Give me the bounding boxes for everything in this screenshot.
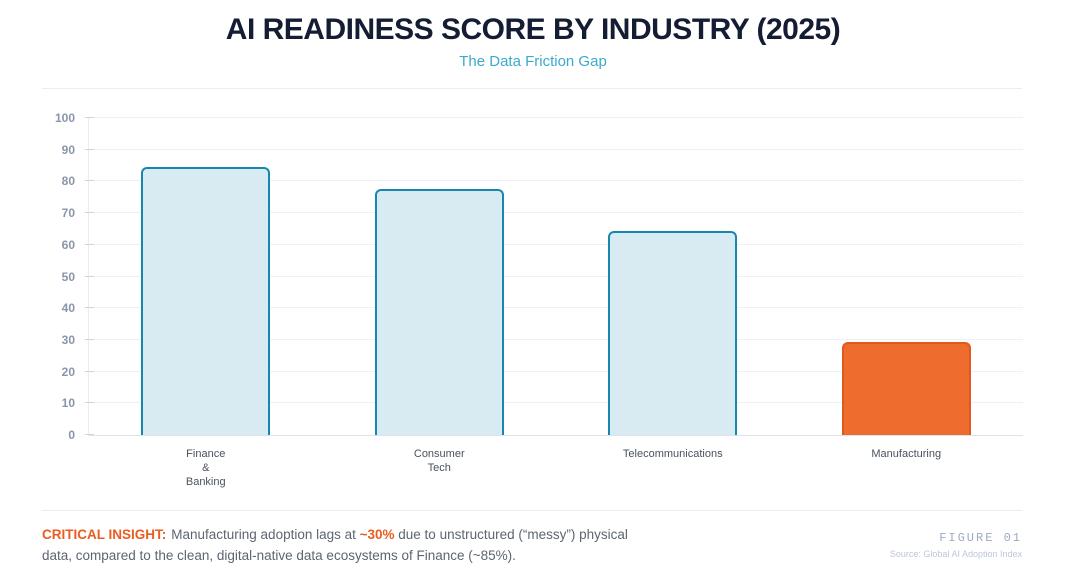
gridline-20 bbox=[89, 370, 1023, 372]
y-tick-label-90: 90 bbox=[61, 142, 75, 157]
gridline-40 bbox=[89, 307, 1023, 309]
gridline-80 bbox=[89, 180, 1023, 182]
bar-manufacturing bbox=[841, 341, 971, 435]
y-axis-tick-80 bbox=[85, 180, 94, 182]
gridline-100 bbox=[89, 117, 1023, 118]
y-tick-label-70: 70 bbox=[61, 206, 75, 221]
x-label-finance-banking: Finance & Banking bbox=[89, 447, 323, 489]
bar-finance-banking bbox=[141, 167, 271, 435]
y-tick-label-10: 10 bbox=[61, 396, 75, 411]
x-label-line: Banking bbox=[185, 476, 226, 488]
footer: CRITICAL INSIGHT: Manufacturing adoption … bbox=[42, 510, 1022, 566]
gridline-10 bbox=[89, 402, 1023, 404]
y-tick-label-40: 40 bbox=[61, 301, 75, 316]
x-label-line: Consumer bbox=[413, 448, 465, 460]
y-axis-tick-0 bbox=[85, 434, 94, 435]
y-axis-tick-70 bbox=[85, 212, 94, 214]
x-label-manufacturing: Manufacturing bbox=[790, 447, 1024, 461]
page-subtitle: The Data Friction Gap bbox=[459, 53, 607, 70]
y-axis-tick-90 bbox=[85, 148, 94, 150]
y-axis-tick-50 bbox=[85, 275, 94, 277]
header-divider bbox=[42, 88, 1022, 89]
y-tick-label-80: 80 bbox=[61, 174, 75, 189]
x-label-line: Tech bbox=[427, 462, 451, 474]
gridline-50 bbox=[89, 275, 1023, 277]
x-label-line: & bbox=[202, 462, 210, 474]
source-credit: Source: Global AI Adoption Index bbox=[889, 549, 1022, 559]
y-tick-label-60: 60 bbox=[61, 237, 75, 252]
figure-caption: FIGURE 01 Source: Global AI Adoption Ind… bbox=[890, 531, 1022, 559]
plot-area: 0 10 20 30 40 50 60 70 80 90 100 Finance & Banking Con… bbox=[55, 111, 1023, 488]
x-label-line: Manufacturing bbox=[871, 448, 942, 460]
critical-insight-text: CRITICAL INSIGHT: Manufacturing adoption … bbox=[42, 524, 642, 566]
y-tick-label-30: 30 bbox=[61, 332, 75, 347]
y-tick-label-0: 0 bbox=[68, 428, 75, 442]
gridline-60 bbox=[89, 243, 1023, 245]
bar-consumer-tech bbox=[374, 189, 504, 435]
gridline-90 bbox=[89, 148, 1023, 150]
y-axis-tick-60 bbox=[85, 243, 94, 245]
bar-telecommunications bbox=[608, 230, 738, 435]
y-tick-label-20: 20 bbox=[61, 364, 75, 379]
x-label-line: Finance bbox=[186, 448, 226, 460]
insight-body-pre: Manufacturing adoption lags at bbox=[171, 527, 360, 542]
page-title: AI READINESS SCORE BY INDUSTRY (2025) bbox=[225, 13, 841, 46]
y-axis-tick-100 bbox=[85, 117, 94, 118]
figure-label: FIGURE 01 bbox=[939, 531, 1022, 545]
x-label-line: Telecommunications bbox=[622, 448, 723, 460]
y-axis-tick-20 bbox=[85, 370, 94, 372]
insight-body-post: due to unstructured (“messy”) physical d… bbox=[42, 527, 628, 563]
y-axis-tick-40 bbox=[85, 307, 94, 309]
y-tick-label-100: 100 bbox=[54, 111, 75, 125]
gridline-70 bbox=[89, 212, 1023, 214]
insight-highlight: ~30% bbox=[359, 527, 395, 542]
gridline-30 bbox=[89, 338, 1023, 340]
x-label-consumer-tech: Consumer Tech bbox=[323, 447, 557, 475]
chart-header: AI READINESS SCORE BY INDUSTRY (2025) Th… bbox=[0, 0, 1066, 70]
insight-label: CRITICAL INSIGHT: bbox=[42, 527, 167, 542]
y-axis-tick-10 bbox=[85, 402, 94, 404]
y-axis-tick-30 bbox=[85, 338, 94, 340]
x-label-telecommunications: Telecommunications bbox=[556, 447, 790, 461]
y-tick-label-50: 50 bbox=[61, 269, 75, 284]
